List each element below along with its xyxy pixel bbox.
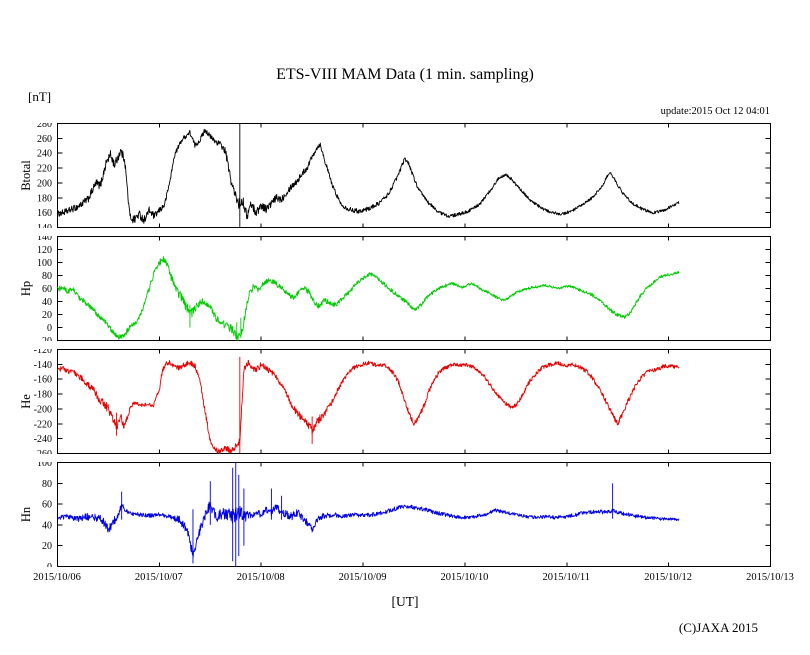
y-tick-label: -220 — [34, 419, 52, 430]
y-tick-label: 60 — [42, 500, 52, 511]
y-tick-label: 100 — [37, 258, 52, 269]
y-tick-label: -240 — [34, 434, 52, 445]
y-tick-label: -140 — [34, 360, 52, 371]
x-tick-label: 2015/10/12 — [644, 572, 693, 583]
x-tick-label: 2015/10/07 — [134, 572, 183, 583]
y-tick-label: 20 — [42, 310, 52, 321]
y-tick-label: 200 — [37, 178, 52, 189]
y-tick-label: -120 — [34, 349, 52, 356]
y-tick-label: -180 — [34, 390, 52, 401]
y-tick-label: 40 — [42, 297, 52, 308]
y-tick-label: 160 — [37, 208, 52, 219]
y-tick-label: 240 — [37, 149, 52, 160]
panel-frame — [57, 462, 771, 567]
y-tick-label: -160 — [34, 375, 52, 386]
series-trace-hn — [57, 501, 680, 558]
panel-frame — [57, 236, 771, 341]
panel-ylabel-he: He — [19, 394, 33, 409]
y-tick-label: 80 — [42, 271, 52, 282]
x-tick-label: 2015/10/06 — [33, 572, 81, 583]
chart-title: ETS-VIII MAM Data (1 min. sampling) — [276, 66, 534, 83]
panel-hp: -20 0 20 40 60 80 100 120 140 Hp — [19, 236, 771, 341]
y-tick-label: -200 — [34, 404, 52, 415]
x-axis-title: [UT] — [391, 594, 419, 609]
series-trace-btotal — [57, 128, 680, 224]
y-tick-label: -260 — [34, 449, 52, 454]
y-tick-label: 120 — [37, 245, 52, 256]
x-tick-label: 2015/10/10 — [440, 572, 489, 583]
update-timestamp: update:2015 Oct 12 04:01 — [660, 106, 770, 117]
y-tick-label: 140 — [37, 236, 52, 243]
series-trace-hp — [57, 256, 680, 341]
x-tick-label: 2015/10/09 — [338, 572, 387, 583]
x-tick-label: 2015/10/13 — [746, 572, 794, 583]
x-axis-tick-labels: 2015/10/06 2015/10/07 2015/10/08 2015/10/09… — [0, 572, 810, 586]
y-tick-label: 60 — [42, 284, 52, 295]
y-tick-label: 20 — [42, 541, 52, 552]
panel-he: -260 -240 -220 -200 -180 -160 -140 -120 He — [19, 349, 771, 454]
y-tick-label: 180 — [37, 193, 52, 204]
panel-ylabel-btotal: Btotal — [19, 160, 33, 191]
panel-frame — [57, 123, 771, 228]
panel-btotal: 140 160 180 200 220 240 260 280 Btotal — [19, 123, 771, 228]
x-tick-label: 2015/10/11 — [542, 572, 591, 583]
copyright-credit: (C)JAXA 2015 — [678, 620, 758, 635]
panel-hn: 0 20 40 60 80 100 Hn — [19, 462, 771, 567]
series-trace-he — [57, 359, 680, 454]
y-tick-label: 0 — [47, 323, 52, 334]
y-tick-label: -20 — [39, 336, 52, 341]
y-tick-label: 40 — [42, 520, 52, 531]
y-tick-label: 80 — [42, 479, 52, 490]
y-axis-unit-label: [nT] — [28, 89, 52, 104]
y-tick-label: 140 — [37, 223, 52, 228]
y-tick-label: 220 — [37, 164, 52, 175]
y-tick-label: 280 — [37, 123, 52, 130]
panel-ylabel-hn: Hn — [19, 506, 33, 522]
y-tick-label: 0 — [47, 562, 52, 567]
y-tick-label: 260 — [37, 134, 52, 145]
y-tick-label: 100 — [37, 462, 52, 469]
x-tick-label: 2015/10/08 — [236, 572, 285, 583]
panel-frame — [57, 349, 771, 454]
panel-ylabel-hp: Hp — [19, 281, 33, 296]
